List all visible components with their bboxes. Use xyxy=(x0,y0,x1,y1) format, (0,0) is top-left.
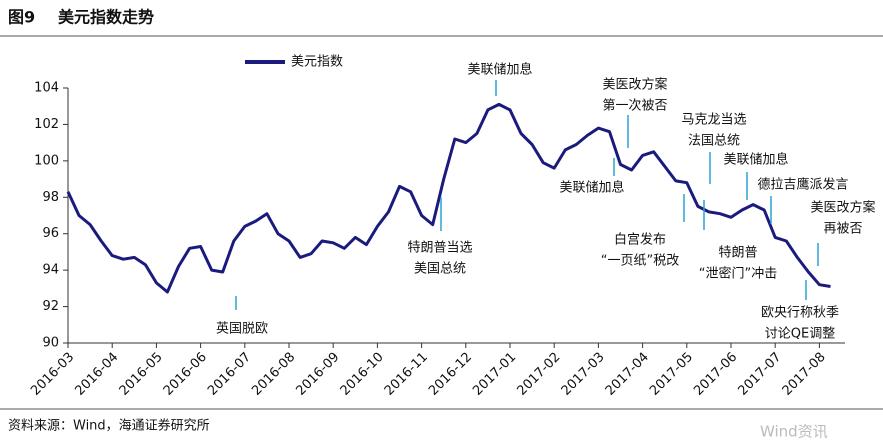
x-tick-label: 2017-06 xyxy=(691,350,740,399)
x-tick-label: 2016-05 xyxy=(117,350,166,399)
annotation: 马克龙当选 xyxy=(681,113,746,128)
x-tick-label: 2016-03 xyxy=(28,350,77,399)
x-tick-label: 2017-07 xyxy=(735,350,784,399)
annotation: 美联储加息 xyxy=(723,152,788,168)
annotation: “一页纸”税改 xyxy=(601,254,679,269)
annotation: 美联储加息 xyxy=(559,180,624,196)
annotation: 英国脱欧 xyxy=(216,322,268,337)
chart-title: 美元指数走势 xyxy=(58,8,154,27)
x-tick-label: 2017-02 xyxy=(514,350,563,399)
annotation: 德拉吉鹰派发言 xyxy=(757,177,848,193)
x-tick-label: 2017-03 xyxy=(559,350,608,399)
annotation: 第一次被否 xyxy=(602,98,667,114)
legend-label: 美元指数 xyxy=(291,55,343,70)
x-tick-label: 2016-10 xyxy=(338,350,387,399)
annotation: 再被否 xyxy=(823,222,862,237)
annotation: 欧央行称秋季 xyxy=(761,306,839,321)
x-tick-label: 2017-05 xyxy=(647,350,696,399)
y-tick-label: 92 xyxy=(42,299,59,314)
figure-label: 图9 xyxy=(8,8,35,27)
x-tick-label: 2016-07 xyxy=(205,350,254,399)
annotation: 法国总统 xyxy=(688,134,740,149)
x-tick-label: 2016-09 xyxy=(293,350,342,399)
y-tick-label: 90 xyxy=(42,336,59,351)
y-tick-label: 98 xyxy=(42,190,59,205)
annotation: 美国总统 xyxy=(414,262,466,277)
source: 资料来源：Wind，海通证券研究所 xyxy=(8,418,210,434)
x-tick-label: 2016-04 xyxy=(72,350,121,399)
annotation: 美联储加息 xyxy=(467,62,532,78)
y-tick-label: 94 xyxy=(42,263,59,278)
annotation: 讨论QE调整 xyxy=(765,327,835,342)
y-tick-label: 102 xyxy=(34,117,59,132)
x-tick-label: 2017-04 xyxy=(603,350,652,399)
x-tick-label: 2016-06 xyxy=(161,350,210,399)
annotation: 美医改方案 xyxy=(810,200,875,216)
y-tick-label: 104 xyxy=(34,81,59,96)
watermark: Wind资讯 xyxy=(760,423,828,441)
x-tick-label: 2017-08 xyxy=(780,350,829,399)
annotation: 美医改方案 xyxy=(602,77,667,93)
x-tick-label: 2017-01 xyxy=(470,350,519,399)
y-tick-label: 100 xyxy=(34,153,59,168)
annotation: 特朗普当选 xyxy=(407,241,472,256)
x-tick-label: 2016-11 xyxy=(382,350,431,399)
annotation: “泄密门”冲击 xyxy=(699,266,777,282)
annotation: 白宫发布 xyxy=(614,232,666,248)
y-tick-label: 96 xyxy=(42,226,59,241)
x-tick-label: 2016-08 xyxy=(249,350,298,399)
annotation: 特朗普 xyxy=(718,246,757,261)
x-tick-label: 2016-12 xyxy=(426,350,475,399)
